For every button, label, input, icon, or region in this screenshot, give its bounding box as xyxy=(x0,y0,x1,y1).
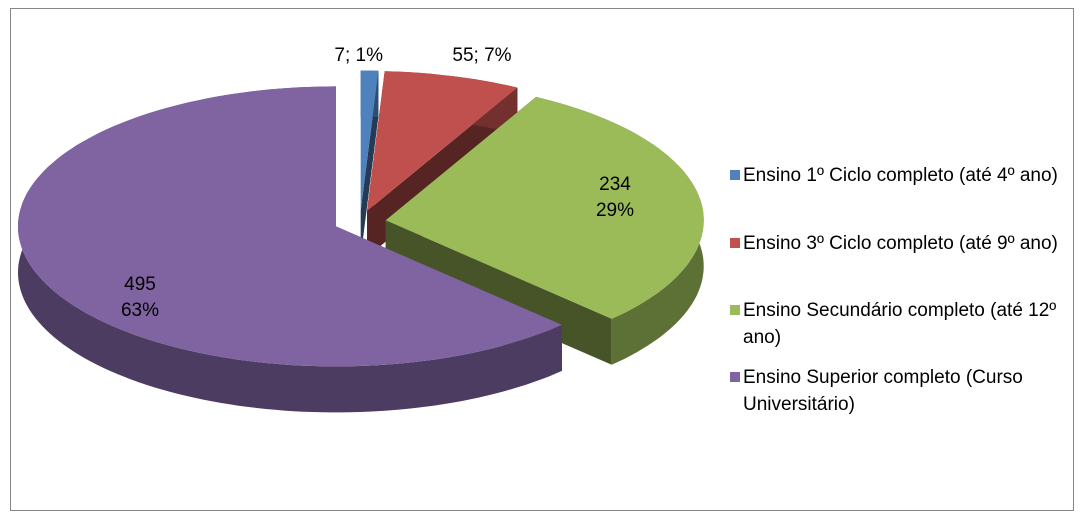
legend-swatch xyxy=(730,372,740,382)
legend-swatch xyxy=(730,170,740,180)
slice xyxy=(385,96,704,319)
data-label: 7; 1% xyxy=(334,45,383,66)
legend-item: Ensino Superior completo (Curso Universi… xyxy=(730,364,1070,418)
legend-item: Ensino 3º Ciclo completo (até 9º ano) xyxy=(730,230,1070,257)
legend-label: Ensino 3º Ciclo completo (até 9º ano) xyxy=(743,233,1058,254)
data-label: 234 29% xyxy=(595,174,635,221)
legend-item: Ensino Secundário completo (até 12º ano) xyxy=(730,297,1070,351)
legend-label: Ensino 1º Ciclo completo (até 4º ano) xyxy=(743,165,1058,186)
slice xyxy=(367,71,518,211)
legend-label: Ensino Superior completo (Curso Universi… xyxy=(743,367,1023,415)
legend-swatch xyxy=(730,305,740,315)
legend-label: Ensino Secundário completo (até 12º ano) xyxy=(743,300,1057,348)
slice xyxy=(18,86,562,367)
slice-side xyxy=(360,70,379,257)
slice-side xyxy=(18,86,562,413)
legend-item: Ensino 1º Ciclo completo (até 4º ano) xyxy=(730,162,1070,189)
slice xyxy=(360,70,379,211)
data-label: 55; 7% xyxy=(452,45,512,66)
pie-area xyxy=(18,70,704,413)
data-label: 495 63% xyxy=(120,274,160,321)
chart-frame xyxy=(10,8,1074,511)
legend-swatch xyxy=(730,238,740,248)
